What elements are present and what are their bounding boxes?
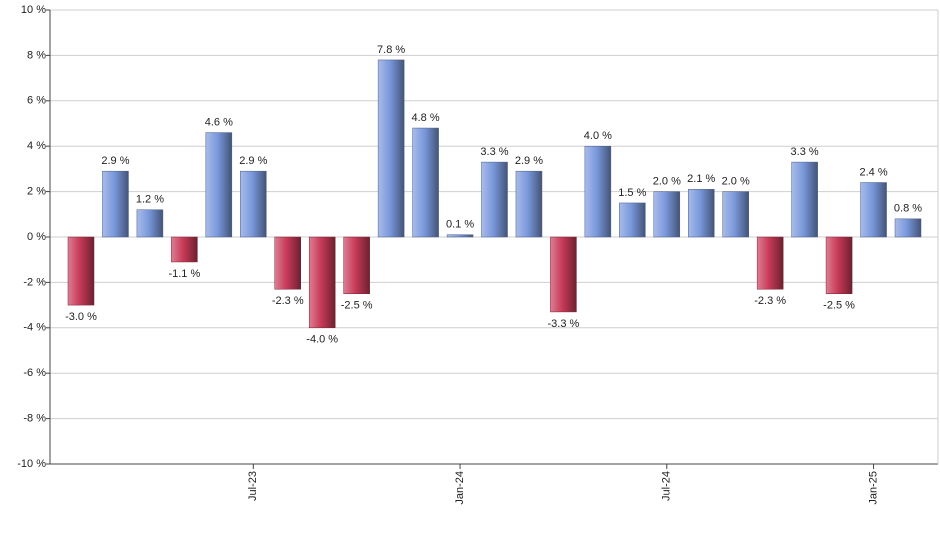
- value-label: 2.1 %: [687, 173, 715, 185]
- bar: [619, 202, 646, 238]
- x-tick-label: Jan-25: [867, 471, 879, 505]
- bar: [377, 59, 405, 238]
- bar: [825, 236, 853, 294]
- bar: [67, 236, 95, 306]
- x-tick-label: Jan-24: [454, 471, 466, 505]
- y-tick-label: 2 %: [27, 186, 46, 198]
- value-label: 2.9 %: [101, 155, 129, 167]
- y-tick-label: 8 %: [27, 49, 46, 61]
- value-label: -3.3 %: [548, 318, 580, 330]
- value-label: 2.9 %: [239, 155, 267, 167]
- y-tick-label: -4 %: [23, 322, 46, 334]
- bar: [584, 145, 612, 238]
- bar: [550, 236, 577, 313]
- bar: [653, 191, 681, 238]
- bar: [446, 234, 474, 238]
- value-label: 3.3 %: [480, 146, 508, 158]
- bar: [688, 189, 715, 238]
- value-label: 4.0 %: [584, 130, 612, 142]
- bar: [756, 236, 784, 290]
- bar: [308, 236, 336, 329]
- y-tick-label: 10 %: [21, 4, 46, 16]
- bar: [343, 236, 370, 294]
- y-tick-label: -6 %: [23, 367, 46, 379]
- value-label: 0.8 %: [894, 203, 922, 215]
- bar: [860, 182, 887, 238]
- bar: [515, 170, 543, 238]
- value-label: -2.5 %: [823, 300, 855, 312]
- value-label: -2.3 %: [754, 295, 786, 307]
- bar: [412, 127, 439, 238]
- bar: [240, 170, 267, 238]
- value-label: -2.3 %: [272, 295, 304, 307]
- value-label: -3.0 %: [65, 311, 97, 323]
- value-label: -2.5 %: [341, 300, 373, 312]
- x-tick-label: Jul-23: [247, 471, 259, 501]
- bar: [274, 236, 301, 290]
- value-label: 2.4 %: [859, 166, 887, 178]
- bar: [102, 170, 129, 238]
- value-label: 2.0 %: [722, 176, 750, 188]
- y-tick-label: -2 %: [23, 276, 46, 288]
- bar: [205, 132, 233, 238]
- value-label: 4.6 %: [205, 116, 233, 128]
- value-label: 1.5 %: [618, 187, 646, 199]
- value-label: 1.2 %: [136, 194, 164, 206]
- bar: [136, 209, 164, 238]
- bar: [481, 161, 508, 238]
- y-tick-label: -8 %: [23, 413, 46, 425]
- bar: [894, 218, 922, 238]
- value-label: 4.8 %: [412, 112, 440, 124]
- value-label: 7.8 %: [377, 44, 405, 56]
- y-tick-label: 6 %: [27, 95, 46, 107]
- y-tick-label: 4 %: [27, 140, 46, 152]
- value-label: 3.3 %: [791, 146, 819, 158]
- value-label: 0.1 %: [446, 219, 474, 231]
- value-label: 2.9 %: [515, 155, 543, 167]
- y-tick-label: 0 %: [27, 231, 46, 243]
- y-tick-label: -10 %: [17, 458, 46, 470]
- value-label: 2.0 %: [653, 176, 681, 188]
- x-tick-label: Jul-24: [661, 471, 673, 501]
- bar: [171, 236, 198, 263]
- value-label: -1.1 %: [168, 268, 200, 280]
- bar: [722, 191, 749, 238]
- value-label: -4.0 %: [306, 334, 338, 346]
- bar: [791, 161, 818, 238]
